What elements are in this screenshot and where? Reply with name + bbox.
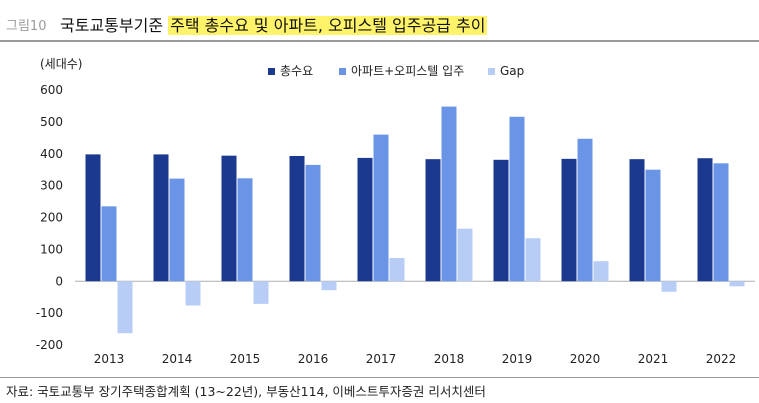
- bar: [577, 138, 593, 282]
- bar: [729, 281, 745, 287]
- bar: [253, 281, 269, 304]
- footer-rule: [0, 377, 759, 378]
- y-tick-label: 600: [40, 83, 63, 97]
- bar: [321, 281, 337, 291]
- bar: [389, 257, 405, 282]
- bar: [525, 238, 541, 282]
- source-note: 자료: 국토교통부 장기주택종합계획 (13~22년), 부동산114, 이베스…: [6, 384, 486, 399]
- figure-title-plain: 국토교통부기준: [60, 16, 164, 35]
- bar: [101, 206, 117, 282]
- bar: [237, 178, 253, 282]
- bar: [661, 281, 677, 292]
- bar: [561, 158, 577, 282]
- legend-label: 아파트+오피스텔 입주: [351, 64, 464, 78]
- x-tick-label: 2016: [298, 352, 329, 366]
- bar: [85, 154, 101, 282]
- x-tick-label: 2014: [162, 352, 193, 366]
- bar: [713, 163, 729, 282]
- legend-label: Gap: [500, 64, 524, 78]
- bar: [493, 159, 509, 282]
- bar: [153, 154, 169, 282]
- bar: [441, 106, 457, 282]
- bar: [645, 169, 661, 282]
- y-tick-label: 300: [40, 179, 63, 193]
- x-tick-label: 2022: [706, 352, 737, 366]
- y-tick-label: 100: [40, 242, 63, 256]
- y-tick-label: 200: [40, 211, 63, 225]
- x-tick-label: 2013: [94, 352, 125, 366]
- y-tick-label: -100: [36, 306, 63, 320]
- bar: [289, 155, 305, 282]
- bar: [425, 159, 441, 282]
- figure-label: 그림10: [6, 19, 47, 34]
- x-tick-label: 2017: [366, 352, 397, 366]
- bar: [629, 159, 645, 282]
- figure-header: 그림10 국토교통부기준 주택 총수요 및 아파트, 오피스텔 입주공급 추이: [0, 0, 759, 44]
- bar: [457, 228, 473, 282]
- bar: [169, 178, 185, 282]
- bar: [185, 281, 201, 306]
- figure-title-highlight: 주택 총수요 및 아파트, 오피스텔 입주공급 추이: [168, 16, 488, 35]
- x-tick-label: 2020: [570, 352, 601, 366]
- y-tick-label: 500: [40, 115, 63, 129]
- bar: [697, 158, 713, 282]
- bar: [357, 157, 373, 282]
- y-tick-label: -200: [36, 338, 63, 352]
- x-tick-label: 2015: [230, 352, 261, 366]
- x-tick-label: 2019: [502, 352, 533, 366]
- y-tick-label: 0: [55, 274, 63, 288]
- x-tick-label: 2021: [638, 352, 669, 366]
- bar: [221, 155, 237, 282]
- bar: [373, 134, 389, 282]
- bar-chart: (세대수) -200 -100 0 100 200 300 400 500 600 2013 2014…: [36, 57, 755, 366]
- legend-swatch: [488, 68, 495, 75]
- bar: [593, 261, 609, 282]
- bar: [305, 164, 321, 282]
- bar: [509, 116, 525, 282]
- y-axis-label: (세대수): [40, 57, 82, 71]
- header-rule: [0, 40, 759, 42]
- bar: [117, 281, 133, 334]
- legend-label: 총수요: [280, 64, 313, 78]
- legend-swatch: [339, 68, 346, 75]
- figure-title: 국토교통부기준 주택 총수요 및 아파트, 오피스텔 입주공급 추이: [60, 12, 488, 36]
- x-tick-label: 2018: [434, 352, 465, 366]
- legend-swatch: [268, 68, 275, 75]
- y-tick-label: 400: [40, 147, 63, 161]
